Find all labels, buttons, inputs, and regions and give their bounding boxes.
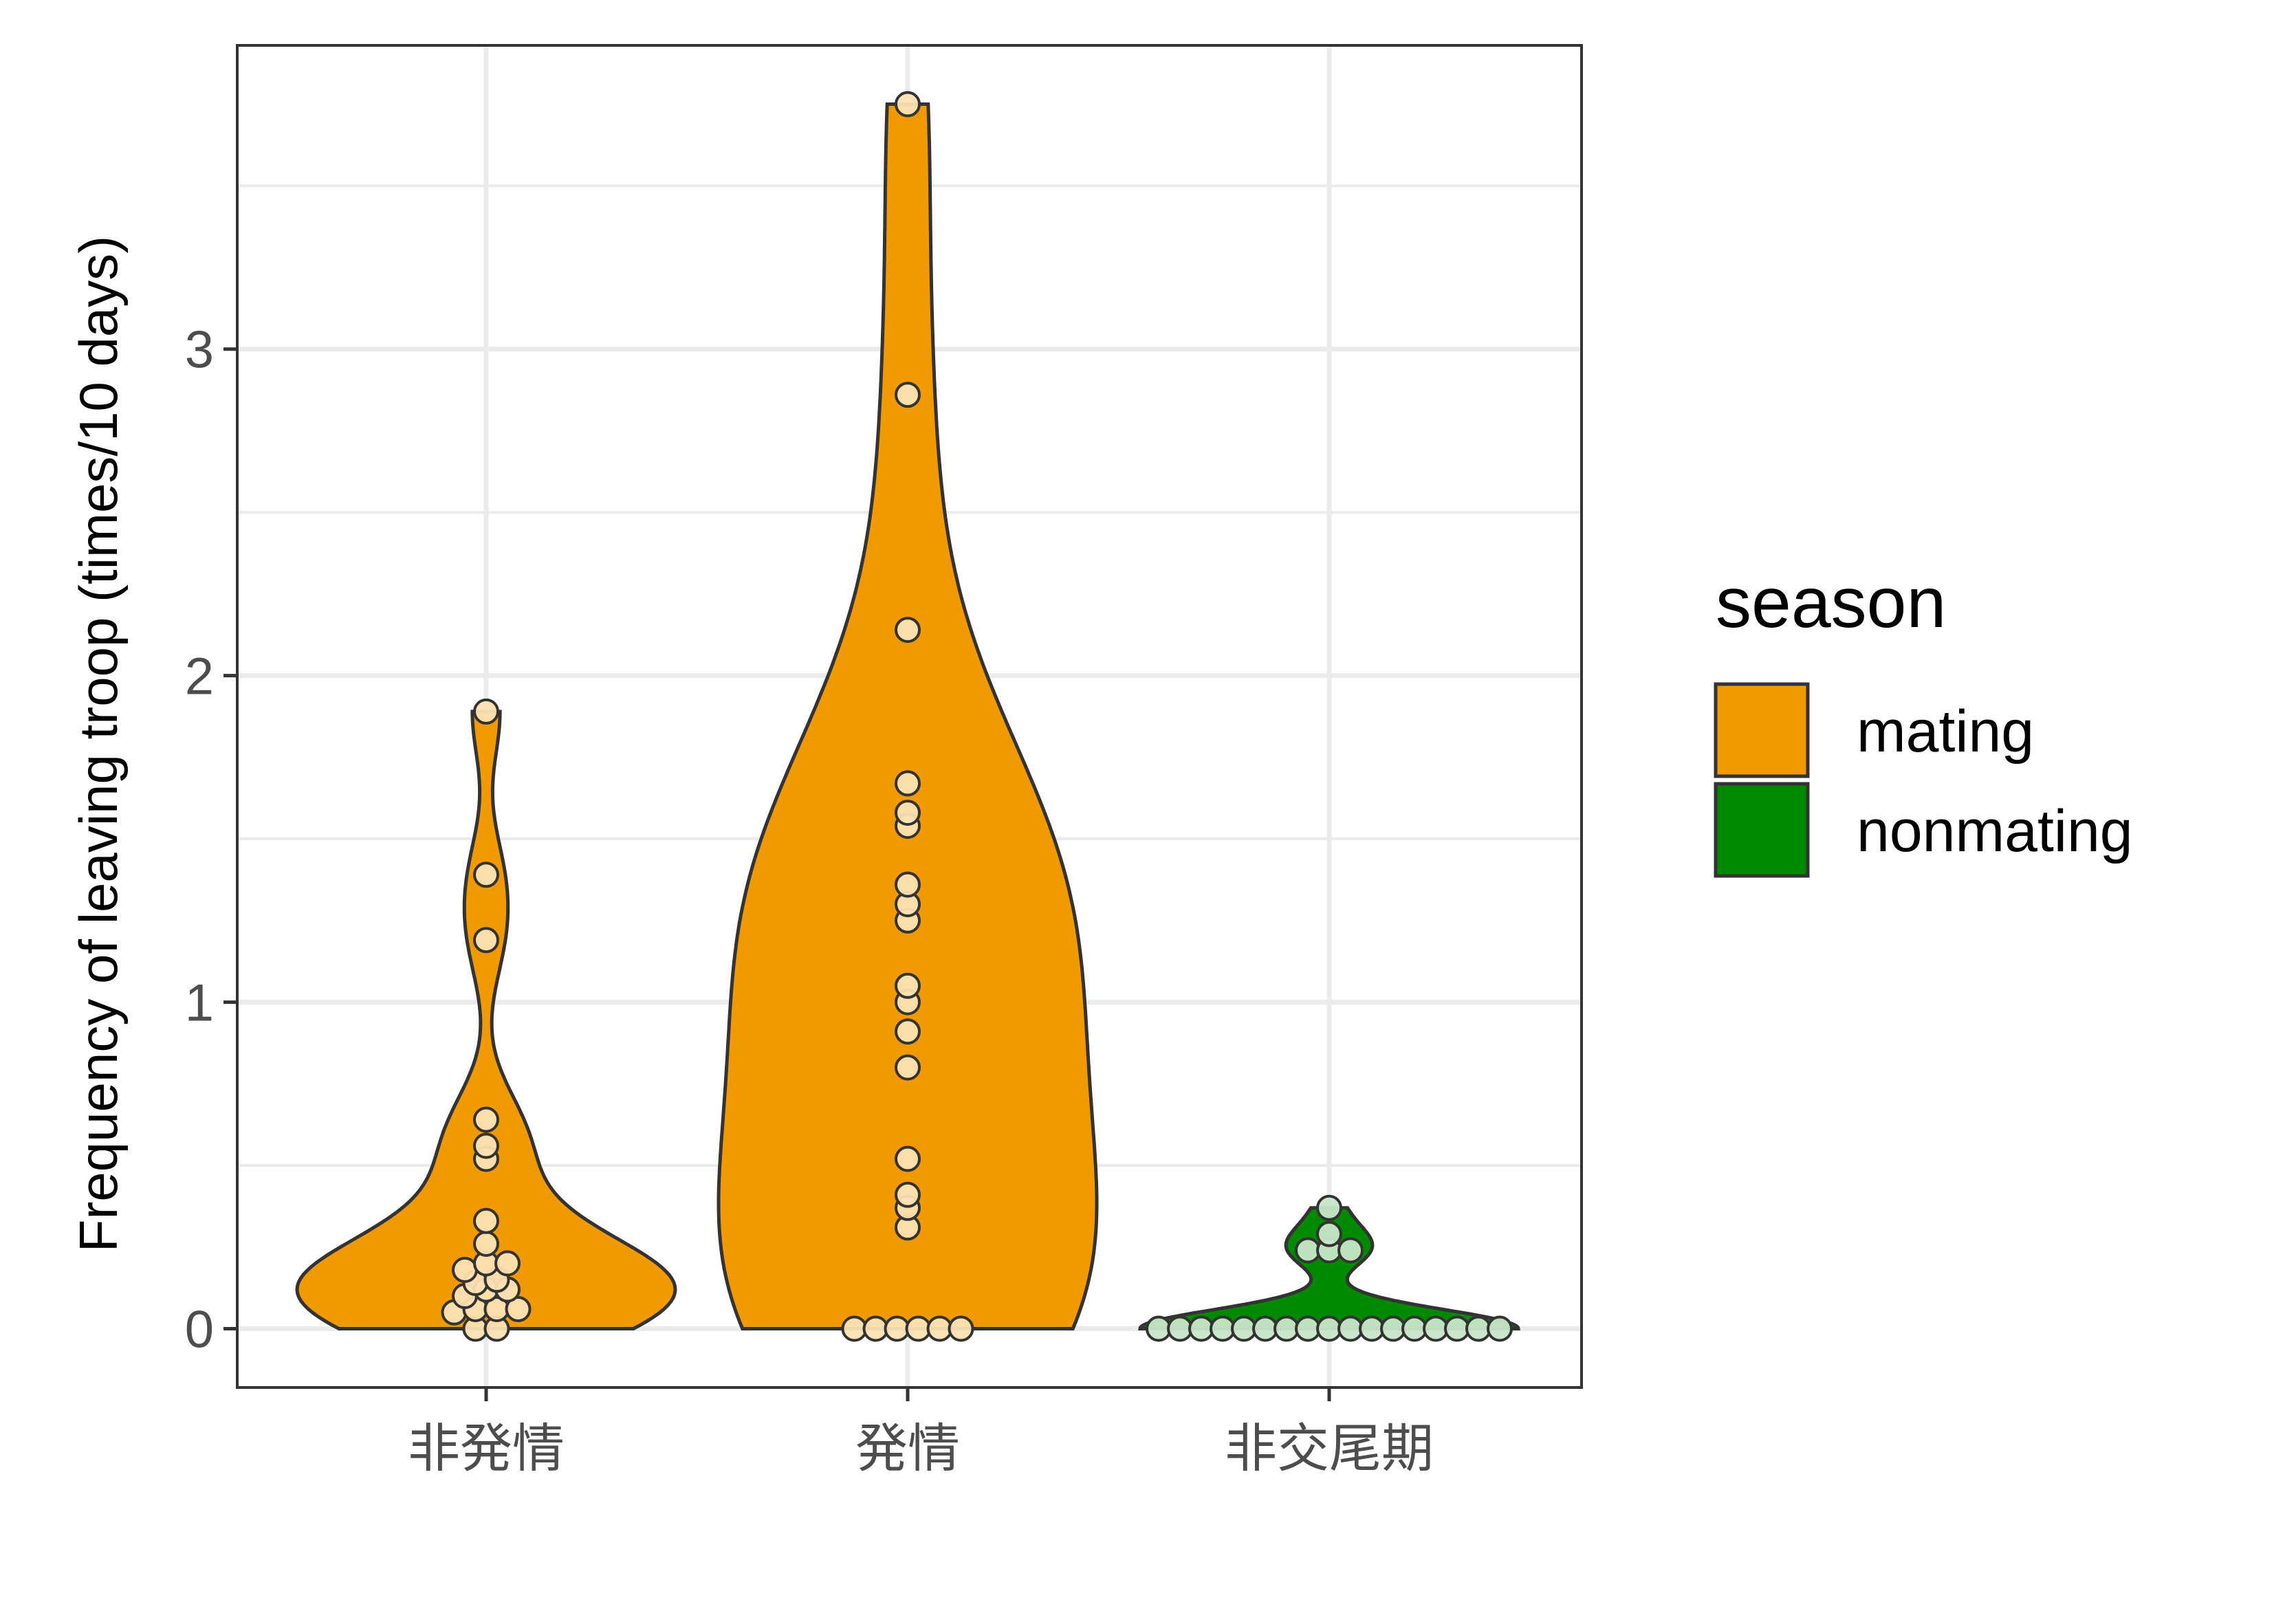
y-tick-label: 0 [185, 1301, 214, 1359]
data-point [473, 862, 499, 888]
y-tick-label: 1 [185, 974, 214, 1033]
data-point [494, 1250, 521, 1277]
data-point [1231, 1315, 1257, 1342]
data-point [473, 1132, 499, 1159]
y-tick-label: 2 [185, 648, 214, 706]
data-point [895, 770, 921, 797]
x-tick-label: 非発情 [408, 1420, 565, 1478]
y-tick-label: 3 [185, 321, 214, 380]
data-point [895, 1018, 921, 1045]
data-point [1146, 1315, 1172, 1342]
data-point [1423, 1315, 1449, 1342]
data-point [1273, 1315, 1300, 1342]
data-point [473, 1106, 499, 1133]
data-point [1337, 1315, 1364, 1342]
data-point [1167, 1315, 1193, 1342]
y-axis-title: Frequency of leaving troop (times/10 day… [68, 236, 129, 1252]
x-tick-label: 非交尾期 [1225, 1420, 1434, 1478]
data-point [895, 617, 921, 644]
data-point [1316, 1315, 1342, 1342]
violins [295, 102, 1520, 1330]
data-point [473, 1207, 499, 1234]
data-point [1252, 1315, 1278, 1342]
data-point [895, 871, 921, 898]
data-point [1316, 1220, 1342, 1247]
data-point [862, 1315, 889, 1342]
data-point [1295, 1237, 1321, 1264]
data-points [441, 91, 1513, 1342]
violin-2 [717, 102, 1099, 1330]
data-point [1444, 1315, 1470, 1342]
data-point [452, 1257, 478, 1283]
data-point [948, 1315, 974, 1342]
data-point [473, 927, 499, 954]
data-point [1401, 1315, 1428, 1342]
data-point [473, 698, 499, 725]
data-point [1465, 1315, 1491, 1342]
axes: 0 1 2 3 非発情 発情 非交尾期 [185, 321, 1434, 1478]
data-point [895, 91, 921, 118]
data-point [895, 1054, 921, 1081]
data-point [1295, 1315, 1321, 1342]
legend-label-nonmating: nonmating [1857, 798, 2133, 864]
data-point [1359, 1315, 1385, 1342]
violin-3 [1138, 1206, 1520, 1330]
data-point [1210, 1315, 1236, 1342]
violin-1 [295, 710, 677, 1330]
legend-key-nonmating [1714, 782, 1810, 878]
data-point [841, 1315, 868, 1342]
data-point [1380, 1315, 1406, 1342]
x-tick-label: 発情 [855, 1420, 960, 1478]
data-point [895, 1181, 921, 1208]
data-point [1487, 1315, 1513, 1342]
data-point [1316, 1194, 1342, 1221]
data-point [895, 382, 921, 408]
legend-title: season [1716, 563, 1946, 643]
data-point [905, 1315, 932, 1342]
data-point [473, 1231, 499, 1257]
legend-key-mating [1714, 682, 1810, 778]
data-point [895, 800, 921, 826]
legend-label-mating: mating [1857, 699, 2034, 765]
data-point [884, 1315, 910, 1342]
data-point [926, 1315, 953, 1342]
legend: season mating nonmating [1714, 563, 2133, 878]
data-point [895, 972, 921, 999]
data-point [1337, 1237, 1364, 1264]
data-point [1188, 1315, 1214, 1342]
data-point [505, 1296, 532, 1322]
data-point [895, 1145, 921, 1172]
